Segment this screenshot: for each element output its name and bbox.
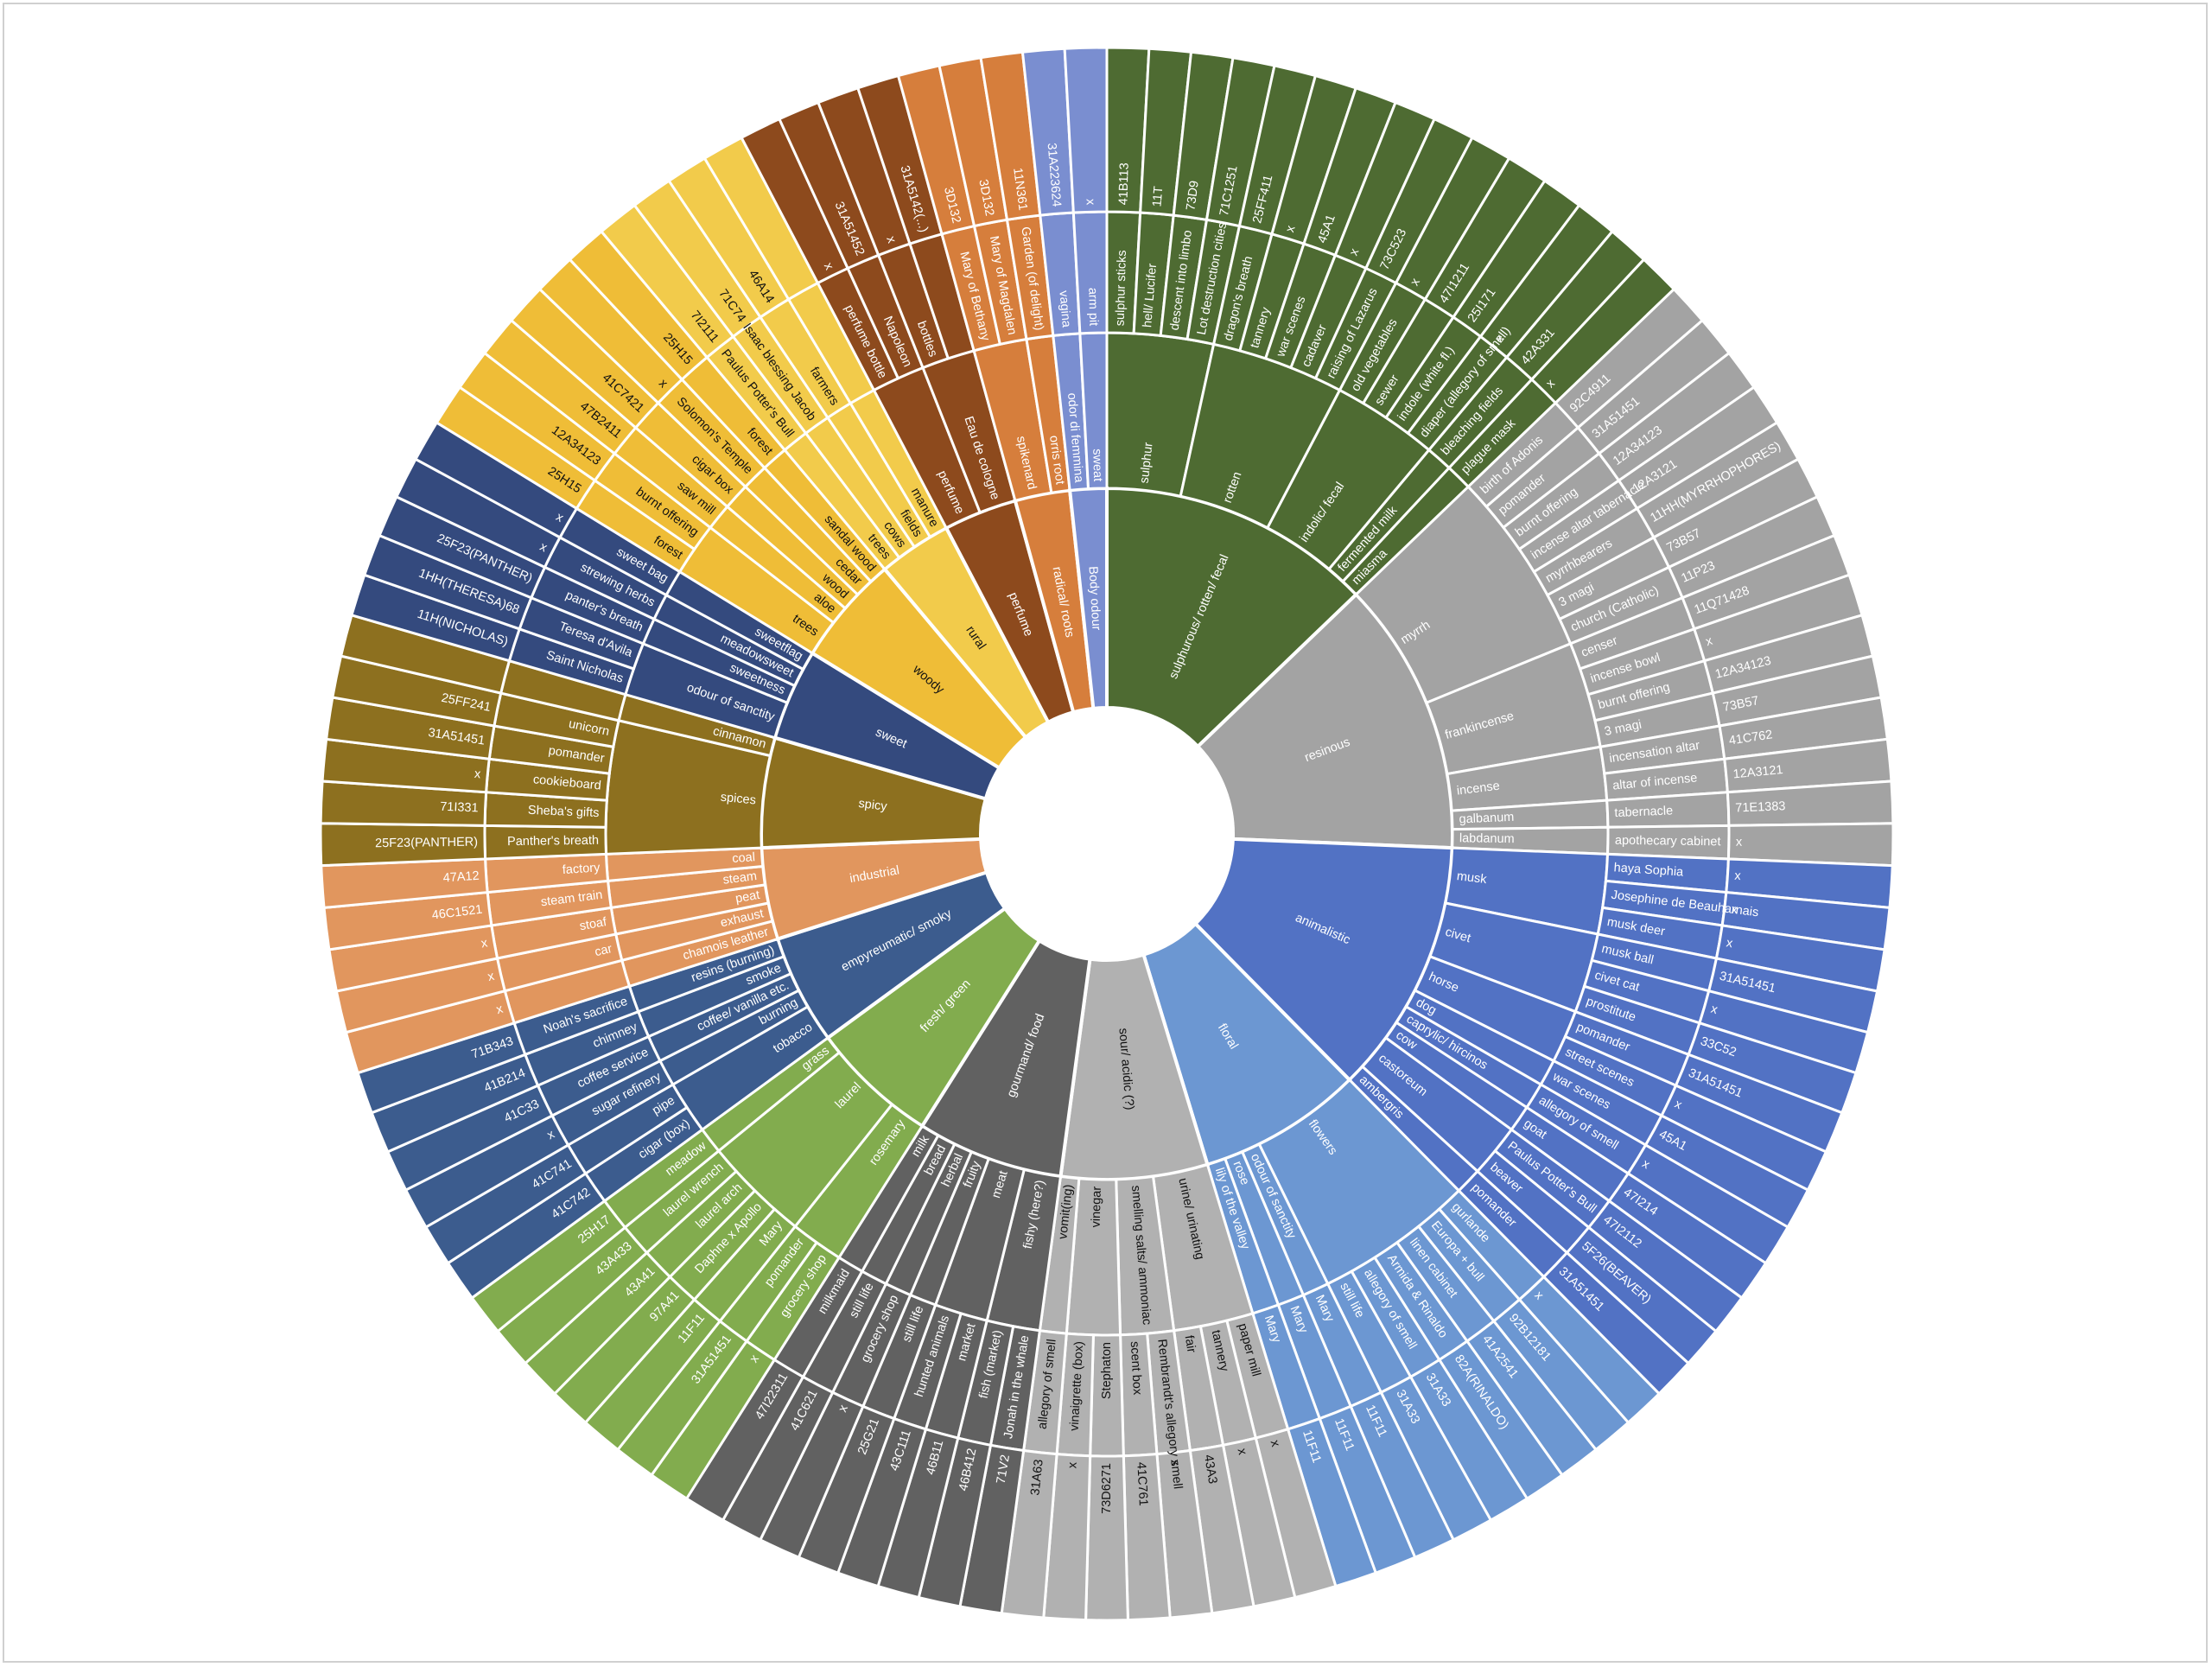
sunburst-segments xyxy=(319,46,1895,1622)
label-l3-41b113: 41B113 xyxy=(1116,162,1131,205)
label-l1-galbanum: galbanum xyxy=(1459,811,1514,827)
label-l0-spicy: spicy xyxy=(858,797,888,814)
label-l3-12a3121: 12A3121 xyxy=(1732,763,1783,781)
center-hole xyxy=(981,708,1233,960)
label-l0-sour-acidic: sour/ acidic (?) xyxy=(1116,1028,1136,1110)
label-l3-x: x xyxy=(474,767,481,782)
label-l3-71i331: 71I331 xyxy=(440,800,479,816)
label-l2-car: car xyxy=(594,942,613,959)
label-l2-panther-s-breath: Panther's breath xyxy=(507,834,599,849)
label-l3-73d6271: 73D6271 xyxy=(1100,1463,1114,1514)
label-l3-11n361: 11N361 xyxy=(1010,167,1030,211)
label-l2-vinaigrette-box: vinaigrette (box) xyxy=(1068,1341,1087,1432)
label-l3-71v2: 71V2 xyxy=(995,1454,1013,1485)
label-l3-43a3: 43A3 xyxy=(1201,1454,1219,1485)
label-l3-x: x xyxy=(1083,199,1096,206)
label-l2-apothecary-cabinet: apothecary cabinet xyxy=(1615,834,1721,849)
label-l3-x: x xyxy=(1235,1447,1249,1457)
label-l2-stephaton: Stephaton xyxy=(1100,1342,1114,1399)
label-l3-x: x xyxy=(1065,1461,1079,1469)
label-l2-sheba-s-gifts: Sheba's gifts xyxy=(528,804,600,820)
label-l3-x: x xyxy=(480,936,490,951)
label-l1-labdanum: labdanum xyxy=(1459,831,1515,846)
label-l2-factory: factory xyxy=(562,861,601,877)
label-l3-46c1521: 46C1521 xyxy=(431,903,483,923)
label-l1-spices: spices xyxy=(720,791,756,808)
label-l3-11t: 11T xyxy=(1150,186,1166,207)
label-l3-31a63: 31A63 xyxy=(1028,1459,1046,1496)
label-l1-vomit-ing: vomit(ing) xyxy=(1056,1184,1076,1240)
label-l3-73d9: 73D9 xyxy=(1184,180,1201,212)
label-l3-41c761: 41C761 xyxy=(1134,1462,1150,1507)
label-l3-x: x xyxy=(1736,836,1743,849)
label-l3-25f23-panther: 25F23(PANTHER) xyxy=(375,836,478,851)
label-l2-fair: fair xyxy=(1182,1334,1198,1354)
label-l3-3d132: 3D132 xyxy=(976,178,996,217)
label-l1-vinegar: vinegar xyxy=(1090,1186,1104,1227)
label-l2-tabernacle: tabernacle xyxy=(1614,804,1673,820)
label-l2-hell-lucifer: hell/ Lucifer xyxy=(1141,263,1160,328)
label-l1-musk: musk xyxy=(1456,869,1488,887)
label-l1-sulphur: sulphur xyxy=(1138,442,1156,484)
label-l0-body-odour: Body odour xyxy=(1086,566,1103,631)
label-l1-coal: coal xyxy=(732,850,756,866)
label-l3-47a12: 47A12 xyxy=(442,869,480,886)
label-l3-x: x xyxy=(1734,869,1742,884)
label-l1-civet: civet xyxy=(1444,926,1472,946)
label-l3-x: x xyxy=(1726,936,1735,951)
sunburst-chart: sulphurous/ rotten/ fecalsulphursulphur … xyxy=(319,46,1895,1622)
label-l2-cookieboard: cookieboard xyxy=(532,773,601,792)
label-l2-haya-sophia: haya Sophia xyxy=(1613,861,1684,879)
label-l3-x: x xyxy=(1731,903,1739,918)
label-l3-71e1383: 71E1383 xyxy=(1735,799,1786,815)
label-l1-steam: steam xyxy=(722,869,758,888)
label-l1-peat: peat xyxy=(734,888,761,907)
label-l3-41c762: 41C762 xyxy=(1728,728,1774,748)
segment-l3-x xyxy=(1063,46,1109,214)
label-l1-incense: incense xyxy=(1456,779,1501,799)
label-l2-scent-box: scent box xyxy=(1128,1341,1144,1397)
label-l3-31a223624: 31A223624 xyxy=(1045,143,1064,207)
label-l1-sweat: sweat xyxy=(1090,449,1104,481)
label-l2-sulphur-sticks: sulphur sticks xyxy=(1114,250,1129,326)
label-l2-arm-pit: arm pit xyxy=(1085,288,1100,327)
label-l2-vagina: vagina xyxy=(1056,290,1072,329)
label-l2-stoaf: stoaf xyxy=(579,915,609,933)
chart-frame: sulphurous/ rotten/ fecal sulphur sulphur … xyxy=(3,3,2208,1663)
label-l3-x: x xyxy=(1268,1439,1283,1449)
label-l1-orris-root: orris root xyxy=(1046,435,1067,486)
label-l3-x: x xyxy=(486,970,496,984)
label-l3-x: x xyxy=(1167,1459,1182,1467)
